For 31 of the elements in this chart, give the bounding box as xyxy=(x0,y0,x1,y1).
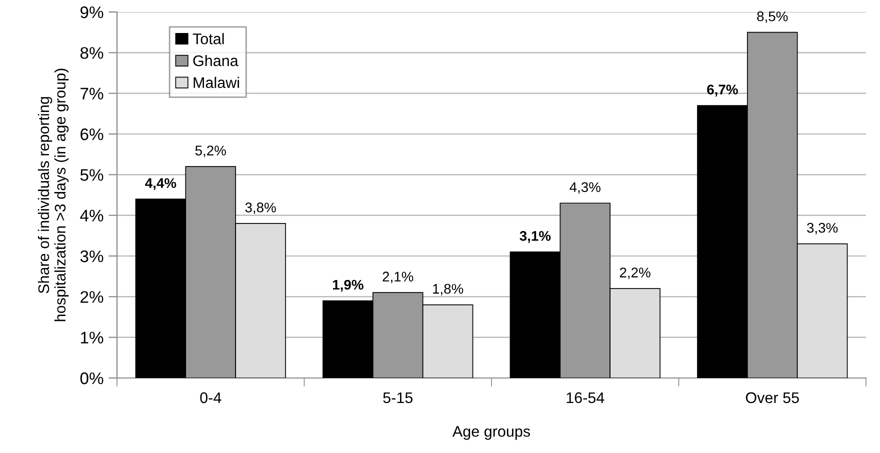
data-label: 2,1% xyxy=(382,272,414,284)
data-label: 1,8% xyxy=(433,284,464,296)
x-tick-label: 5-15 xyxy=(383,392,413,404)
y-tick-label: 6% xyxy=(80,128,104,140)
y-tick-label: 7% xyxy=(80,88,104,100)
legend-label: Ghana xyxy=(193,54,238,66)
y-tick-label: 1% xyxy=(80,332,104,344)
legend-label: Total xyxy=(192,33,224,44)
data-label: 6,7% xyxy=(707,84,738,96)
data-label: 3,1% xyxy=(520,231,551,243)
x-tick-label: Over 55 xyxy=(746,392,799,404)
y-tick-label: 4% xyxy=(80,210,104,222)
data-label: 4,4% xyxy=(145,178,176,190)
y-tick-label: 0% xyxy=(80,372,104,384)
y-tick-label: 2% xyxy=(80,291,104,303)
data-label: 8,5% xyxy=(757,11,788,23)
data-label: 5,2% xyxy=(195,146,226,158)
data-label: 3,8% xyxy=(245,202,276,214)
y-tick-label: 9% xyxy=(80,6,104,18)
x-axis-title: Age groups xyxy=(452,426,530,440)
data-label: 3,3% xyxy=(807,222,838,234)
data-label: 4,3% xyxy=(570,182,600,194)
y-tick-label: 5% xyxy=(80,169,104,181)
data-label: 1,9% xyxy=(332,280,364,292)
y-axis-title: Share of individuals reporting hospitalization >3 days (in age group) xyxy=(38,68,69,322)
y-tick-label: 8% xyxy=(80,47,104,59)
y-tick-label: 3% xyxy=(80,250,104,262)
legend-label: Malawi xyxy=(194,76,240,88)
x-tick-label: 0-4 xyxy=(200,392,222,404)
data-label: 2,2% xyxy=(620,268,650,280)
x-tick-label: 16-54 xyxy=(566,392,604,404)
